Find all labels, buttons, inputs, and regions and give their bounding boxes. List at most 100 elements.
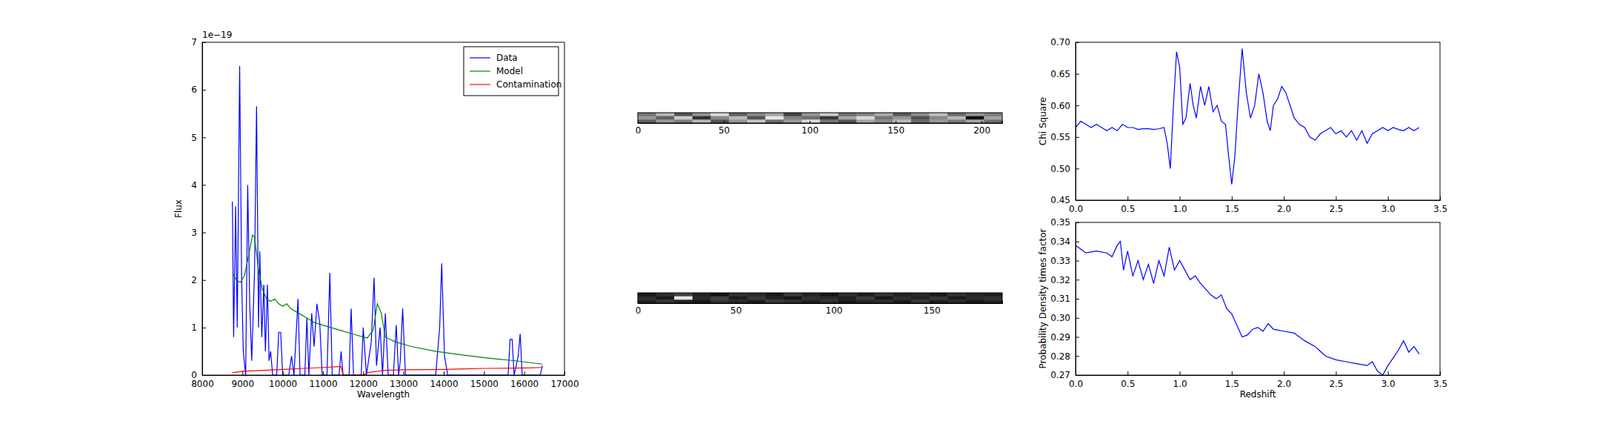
tick: 1.0 xyxy=(1173,371,1188,389)
cell xyxy=(710,299,729,303)
cell xyxy=(892,299,912,303)
figure: 8000900010000110001200013000140001500016… xyxy=(0,0,1600,427)
tick-mark xyxy=(1075,241,1080,243)
cell xyxy=(965,112,985,117)
tick-mark xyxy=(202,89,206,91)
cell xyxy=(637,119,657,123)
axis-title: Probability Density times factor xyxy=(1037,228,1049,369)
tick: 15000 xyxy=(470,371,499,389)
cell xyxy=(856,112,875,117)
tick-mark xyxy=(1231,196,1233,200)
tick-label: 0.29 xyxy=(1050,331,1071,343)
cell xyxy=(765,296,784,300)
plot-area xyxy=(232,65,543,375)
cell xyxy=(911,112,930,117)
cell xyxy=(637,299,657,303)
plot-area xyxy=(637,292,1003,303)
legend-swatch xyxy=(469,70,491,72)
tick: 0.28 xyxy=(1050,351,1080,362)
cell xyxy=(892,112,912,117)
cell xyxy=(874,292,894,297)
cell xyxy=(710,112,729,117)
tick-label: 2.0 xyxy=(1277,203,1292,215)
cell xyxy=(783,116,803,120)
tick: 3 xyxy=(191,227,206,238)
cell xyxy=(911,119,930,123)
frame xyxy=(637,112,1003,123)
tick-label: 0.27 xyxy=(1050,369,1071,380)
tick-label: 6 xyxy=(191,84,198,95)
tick-label: 5 xyxy=(191,132,198,143)
tick: 0.34 xyxy=(1050,236,1080,247)
cell xyxy=(856,119,875,123)
cell xyxy=(710,119,729,123)
tick: 0.70 xyxy=(1050,37,1080,48)
cell xyxy=(820,292,839,297)
cell xyxy=(801,292,820,297)
tick: 2.0 xyxy=(1277,371,1292,389)
legend-swatch xyxy=(469,57,491,58)
cell xyxy=(656,116,675,120)
tick-mark xyxy=(403,371,405,375)
cell xyxy=(874,119,894,123)
cell xyxy=(983,119,1003,123)
cell xyxy=(747,119,766,123)
cell xyxy=(765,112,784,117)
tick-label: 2.0 xyxy=(1277,378,1292,389)
tick-label: 9000 xyxy=(231,378,255,389)
tick-label: 0.0 xyxy=(1068,378,1083,389)
tick-mark xyxy=(1231,371,1233,375)
chart: 8000900010000110001200013000140001500016… xyxy=(173,29,580,400)
tick-label: 0.0 xyxy=(1068,203,1083,215)
legend: DataModelContamination xyxy=(463,46,562,96)
tick-label: 0.33 xyxy=(1050,255,1071,266)
tick-label: 200 xyxy=(973,125,991,136)
cell xyxy=(674,112,693,117)
tick: 0.45 xyxy=(1050,194,1080,206)
tick: 0.35 xyxy=(1050,217,1080,228)
cell xyxy=(801,116,820,120)
cell xyxy=(783,296,803,300)
axis-title: Redshift xyxy=(1240,388,1277,400)
tick-label: 0.5 xyxy=(1120,378,1135,389)
cell xyxy=(765,292,784,297)
cell xyxy=(656,296,675,300)
tick: 0.31 xyxy=(1050,293,1080,304)
tick-mark xyxy=(1283,371,1285,375)
cell xyxy=(892,119,912,123)
tick: 1.5 xyxy=(1225,196,1240,215)
tick-mark xyxy=(1388,371,1389,375)
cell xyxy=(983,296,1003,300)
cell xyxy=(929,292,949,297)
cell xyxy=(728,299,748,303)
tick-label: 11000 xyxy=(308,378,338,389)
tick-label: 12000 xyxy=(349,378,378,389)
axis-line xyxy=(1076,222,1080,376)
y-axis: 0.27 0.28 0.29 0.30 0.31 0.32 0.33 0.34 0.35 xyxy=(1050,217,1080,380)
axis-title: Wavelength xyxy=(357,388,410,400)
cell xyxy=(965,116,985,120)
tick-label: 0.32 xyxy=(1050,274,1071,286)
cell xyxy=(838,299,858,303)
cell xyxy=(692,296,712,300)
tick-mark xyxy=(1075,74,1080,75)
cell xyxy=(801,112,820,117)
tick-label: 0.30 xyxy=(1050,312,1071,323)
cell xyxy=(838,292,858,297)
tick-label: 1.5 xyxy=(1225,378,1240,389)
cell xyxy=(656,112,675,117)
tick: 4 xyxy=(191,180,206,191)
axis-title: Flux xyxy=(173,199,184,218)
tick-label: 7 xyxy=(191,37,198,48)
cell xyxy=(947,296,966,300)
tick: 0.33 xyxy=(1050,255,1080,266)
tick-mark xyxy=(1075,317,1080,319)
cell xyxy=(728,292,748,297)
cell xyxy=(656,119,675,123)
cell xyxy=(820,119,839,123)
cell xyxy=(820,116,839,120)
series-line xyxy=(232,234,543,364)
tick-mark xyxy=(1075,260,1080,262)
tick: 14000 xyxy=(429,371,458,389)
cell xyxy=(965,119,985,123)
